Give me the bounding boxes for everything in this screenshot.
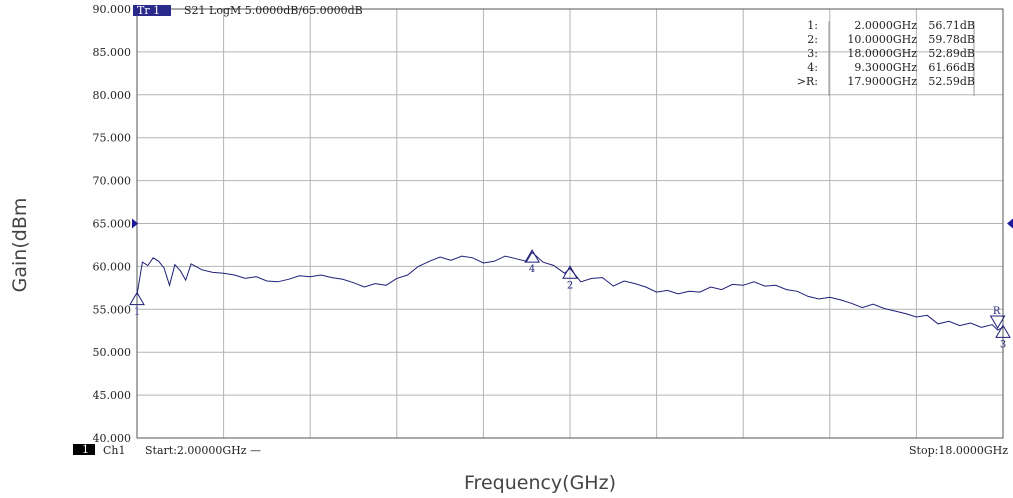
x-axis-title: Frequency(GHz) (464, 472, 616, 494)
marker-table-frequency: 17.9000GHz (847, 75, 917, 88)
channel-label: Ch1 (103, 444, 126, 457)
start-frequency: Start:2.00000GHz — (145, 444, 261, 457)
marker-table-label: 4: (807, 61, 818, 74)
y-tick-label: 55.000 (93, 303, 132, 316)
marker-3: 3 (995, 324, 1011, 350)
marker-table-value: 52.89dB (928, 47, 975, 60)
marker-table-value: 56.71dB (928, 19, 975, 32)
marker-table-frequency: 10.0000GHz (847, 33, 917, 46)
marker-table-frequency: 2.0000GHz (854, 19, 917, 32)
marker-label: 4 (529, 264, 535, 275)
marker-label: 1 (134, 307, 140, 318)
y-tick-label: 60.000 (93, 260, 132, 273)
trace-line (136, 251, 1004, 331)
channel-number: 1 (82, 443, 89, 456)
trace-tag-background (133, 5, 171, 16)
y-tick-label: 80.000 (93, 89, 132, 102)
marker-table-value: 52.59dB (928, 75, 975, 88)
marker-table-label: 3: (807, 47, 818, 60)
stop-frequency: Stop:18.0000GHz (909, 444, 1008, 457)
y-tick-label: 90.000 (93, 3, 132, 16)
y-axis-title: Gain(dBm (9, 198, 31, 293)
marker-label: 2 (567, 280, 573, 291)
channel-box (73, 444, 95, 455)
trace-tag: Tr 1 (137, 4, 160, 17)
reference-level-arrow-left (132, 218, 138, 229)
marker-triangle (989, 315, 1006, 329)
reference-level-arrow-right (1007, 218, 1013, 229)
marker-triangle (562, 265, 578, 279)
marker-table-label: >R: (797, 75, 818, 88)
trace-header-text: S21 LogM 5.0000dB/65.0000dB (184, 4, 363, 17)
marker-table-frequency: 9.3000GHz (854, 61, 917, 74)
marker-table-frequency: 18.0000GHz (847, 47, 917, 60)
y-tick-label: 50.000 (93, 346, 132, 359)
y-tick-label: 70.000 (93, 175, 132, 188)
marker-r: R (989, 306, 1006, 329)
marker-table-value: 59.78dB (928, 33, 975, 46)
marker-4: 4 (524, 249, 540, 275)
y-tick-label: 85.000 (93, 46, 132, 59)
marker-label: R (993, 306, 1001, 317)
marker-table-value: 61.66dB (928, 61, 975, 74)
marker-table-label: 1: (807, 19, 818, 32)
marker-table-label: 2: (807, 33, 818, 46)
marker-1: 1 (129, 291, 145, 318)
y-tick-labels: 90.000 85.000 80.000 75.000 70.000 65.000 60.0… (93, 3, 132, 445)
y-tick-label: 40.000 (93, 432, 132, 445)
marker-triangle (995, 324, 1011, 338)
markers: 1 2 3 4 R (129, 249, 1011, 350)
y-tick-label: 65.000 (93, 218, 132, 231)
marker-triangle (129, 291, 145, 306)
marker-2: 2 (562, 265, 578, 291)
grid (137, 9, 1003, 438)
marker-triangle (524, 249, 540, 263)
marker-label: 3 (1000, 339, 1006, 350)
marker-table: 1: 2.0000GHz 56.71dB 2: 10.0000GHz 59.78dB 3: 1… (797, 19, 975, 96)
y-tick-label: 75.000 (93, 132, 132, 145)
y-tick-label: 45.000 (93, 389, 132, 402)
